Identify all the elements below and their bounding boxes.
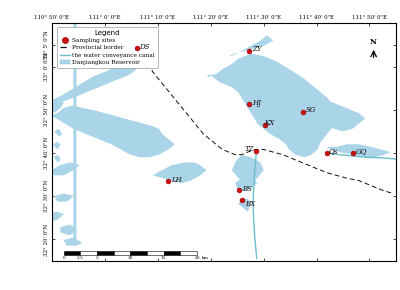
Polygon shape <box>60 225 76 235</box>
Text: km: km <box>202 256 209 260</box>
Polygon shape <box>235 175 257 191</box>
Polygon shape <box>54 194 73 201</box>
Text: 10: 10 <box>128 256 133 260</box>
Polygon shape <box>232 155 264 183</box>
Text: DS: DS <box>139 43 150 50</box>
Polygon shape <box>51 105 175 157</box>
Polygon shape <box>51 162 80 175</box>
Polygon shape <box>54 194 73 201</box>
Polygon shape <box>60 225 76 235</box>
Text: N: N <box>370 38 377 46</box>
Polygon shape <box>296 98 365 131</box>
Polygon shape <box>64 238 83 245</box>
Polygon shape <box>54 155 60 162</box>
Polygon shape <box>51 64 137 103</box>
Polygon shape <box>146 162 206 183</box>
Bar <box>130 251 147 255</box>
Text: 5: 5 <box>96 256 98 260</box>
Text: HJ: HJ <box>252 99 261 106</box>
Bar <box>114 251 130 255</box>
Text: SG: SG <box>306 106 316 114</box>
Polygon shape <box>127 43 143 64</box>
Text: KX: KX <box>264 119 274 127</box>
Bar <box>147 251 164 255</box>
Text: TZ: TZ <box>244 145 254 153</box>
Text: BS: BS <box>242 185 252 193</box>
Text: 0: 0 <box>62 256 65 260</box>
Text: BX: BX <box>245 200 255 208</box>
Bar <box>97 251 114 255</box>
Polygon shape <box>51 98 64 113</box>
Polygon shape <box>327 144 391 157</box>
Text: LH: LH <box>171 176 182 184</box>
Polygon shape <box>229 35 273 56</box>
Polygon shape <box>48 212 64 222</box>
Text: 2.5: 2.5 <box>77 256 84 260</box>
Polygon shape <box>238 199 251 212</box>
Bar <box>164 251 180 255</box>
Legend: Sampling sites, Provincial border, the water conveyance canal, Danjiangkou Reser: Sampling sites, Provincial border, the w… <box>57 27 158 68</box>
Polygon shape <box>54 129 62 137</box>
Text: GQ: GQ <box>356 147 367 155</box>
Text: 15: 15 <box>161 256 166 260</box>
Bar <box>80 251 97 255</box>
Polygon shape <box>64 0 83 245</box>
Text: Qs: Qs <box>329 147 338 155</box>
Polygon shape <box>206 54 337 157</box>
Polygon shape <box>48 212 64 222</box>
Bar <box>180 251 197 255</box>
Polygon shape <box>53 142 60 149</box>
Text: 20: 20 <box>194 256 200 260</box>
Text: ZY: ZY <box>252 45 262 53</box>
Bar <box>64 251 80 255</box>
